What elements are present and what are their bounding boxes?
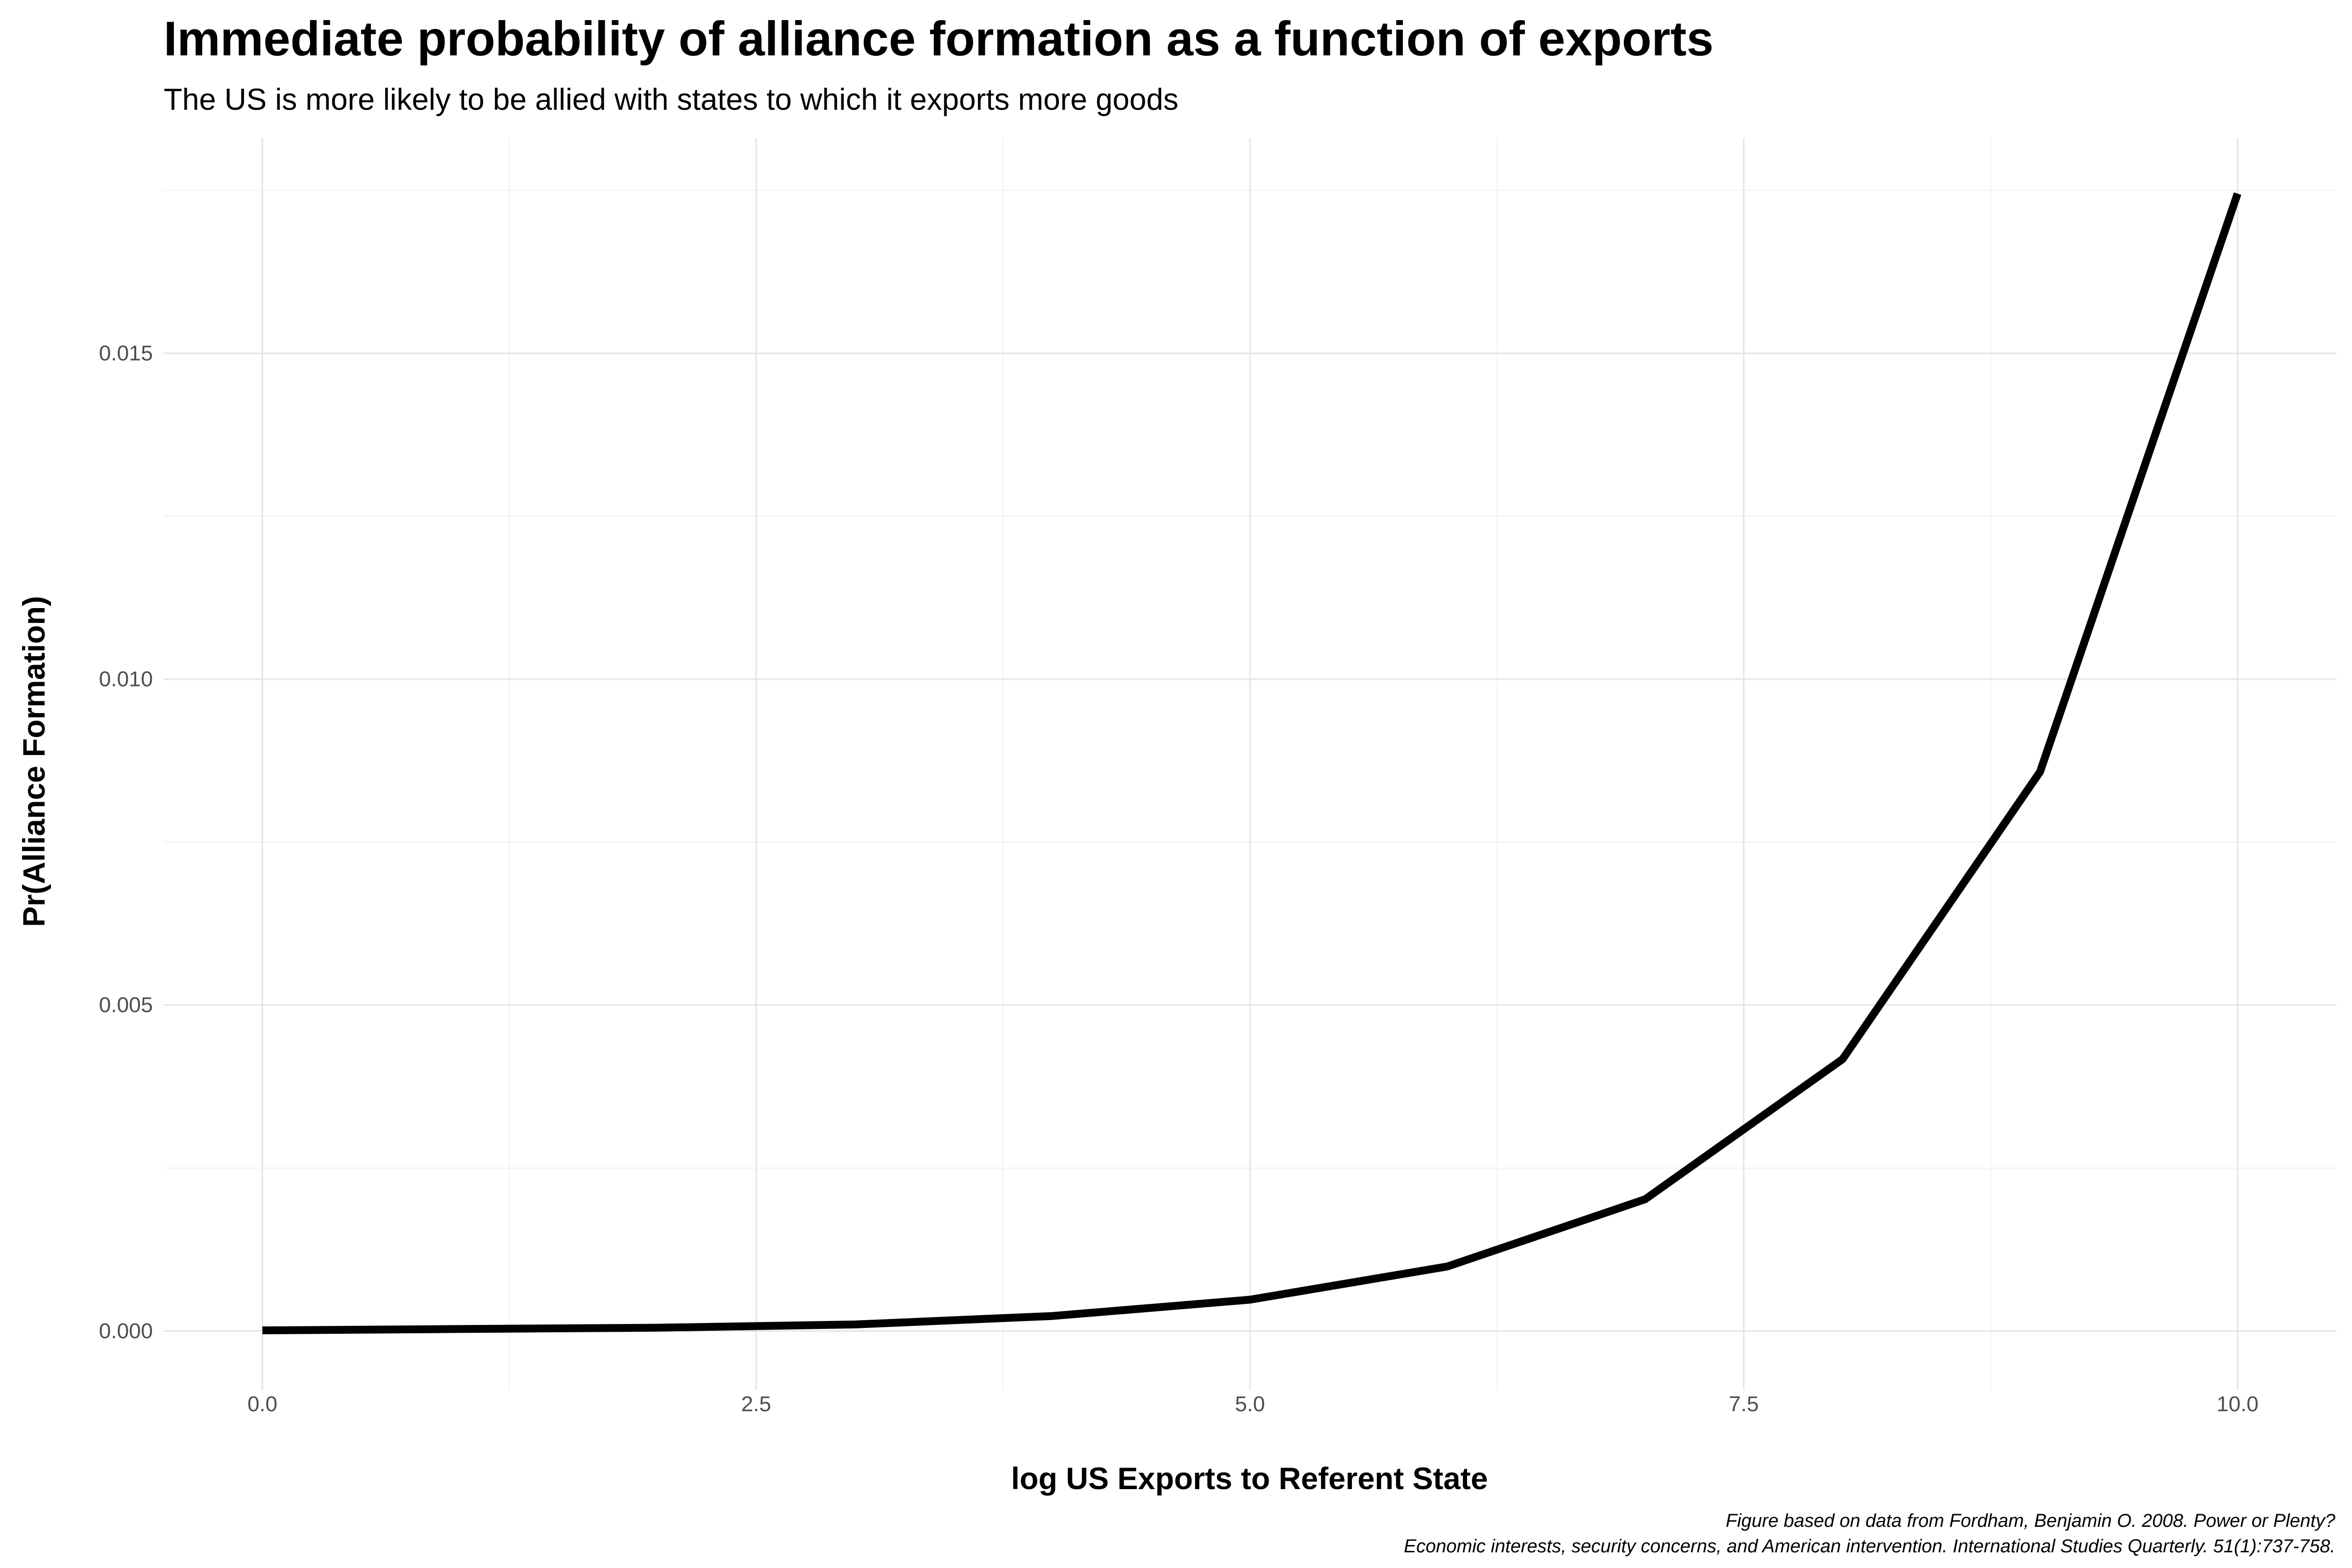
y-axis-label: Pr(Alliance Formation) <box>17 596 51 927</box>
caption-line-2: Economic interests, security concerns, a… <box>1404 1536 2335 1557</box>
x-tick-label: 0.0 <box>247 1392 277 1416</box>
x-axis-label: log US Exports to Referent State <box>1011 1462 1488 1496</box>
y-tick-label: 0.010 <box>99 667 153 691</box>
caption-line-1: Figure based on data from Fordham, Benja… <box>1725 1511 2335 1531</box>
series-line <box>262 192 2242 1334</box>
chart-subtitle: The US is more likely to be allied with … <box>164 83 1179 117</box>
y-tick-labels: 0.000 0.005 0.010 0.015 <box>99 341 153 1343</box>
series-layer <box>262 192 2242 1334</box>
x-tick-label: 5.0 <box>1235 1392 1265 1416</box>
y-tick-label: 0.015 <box>99 341 153 365</box>
x-tick-label: 2.5 <box>741 1392 771 1416</box>
y-tick-label: 0.005 <box>99 993 153 1017</box>
x-tick-labels: 0.0 2.5 5.0 7.5 10.0 <box>247 1392 2258 1416</box>
y-tick-label: 0.000 <box>99 1319 153 1343</box>
x-tick-label: 10.0 <box>2217 1392 2259 1416</box>
major-gridlines <box>164 138 2336 1390</box>
x-tick-label: 7.5 <box>1729 1392 1759 1416</box>
chart-title: Immediate probability of alliance format… <box>164 11 1714 66</box>
source-caption: Figure based on data from Fordham, Benja… <box>1404 1508 2335 1559</box>
